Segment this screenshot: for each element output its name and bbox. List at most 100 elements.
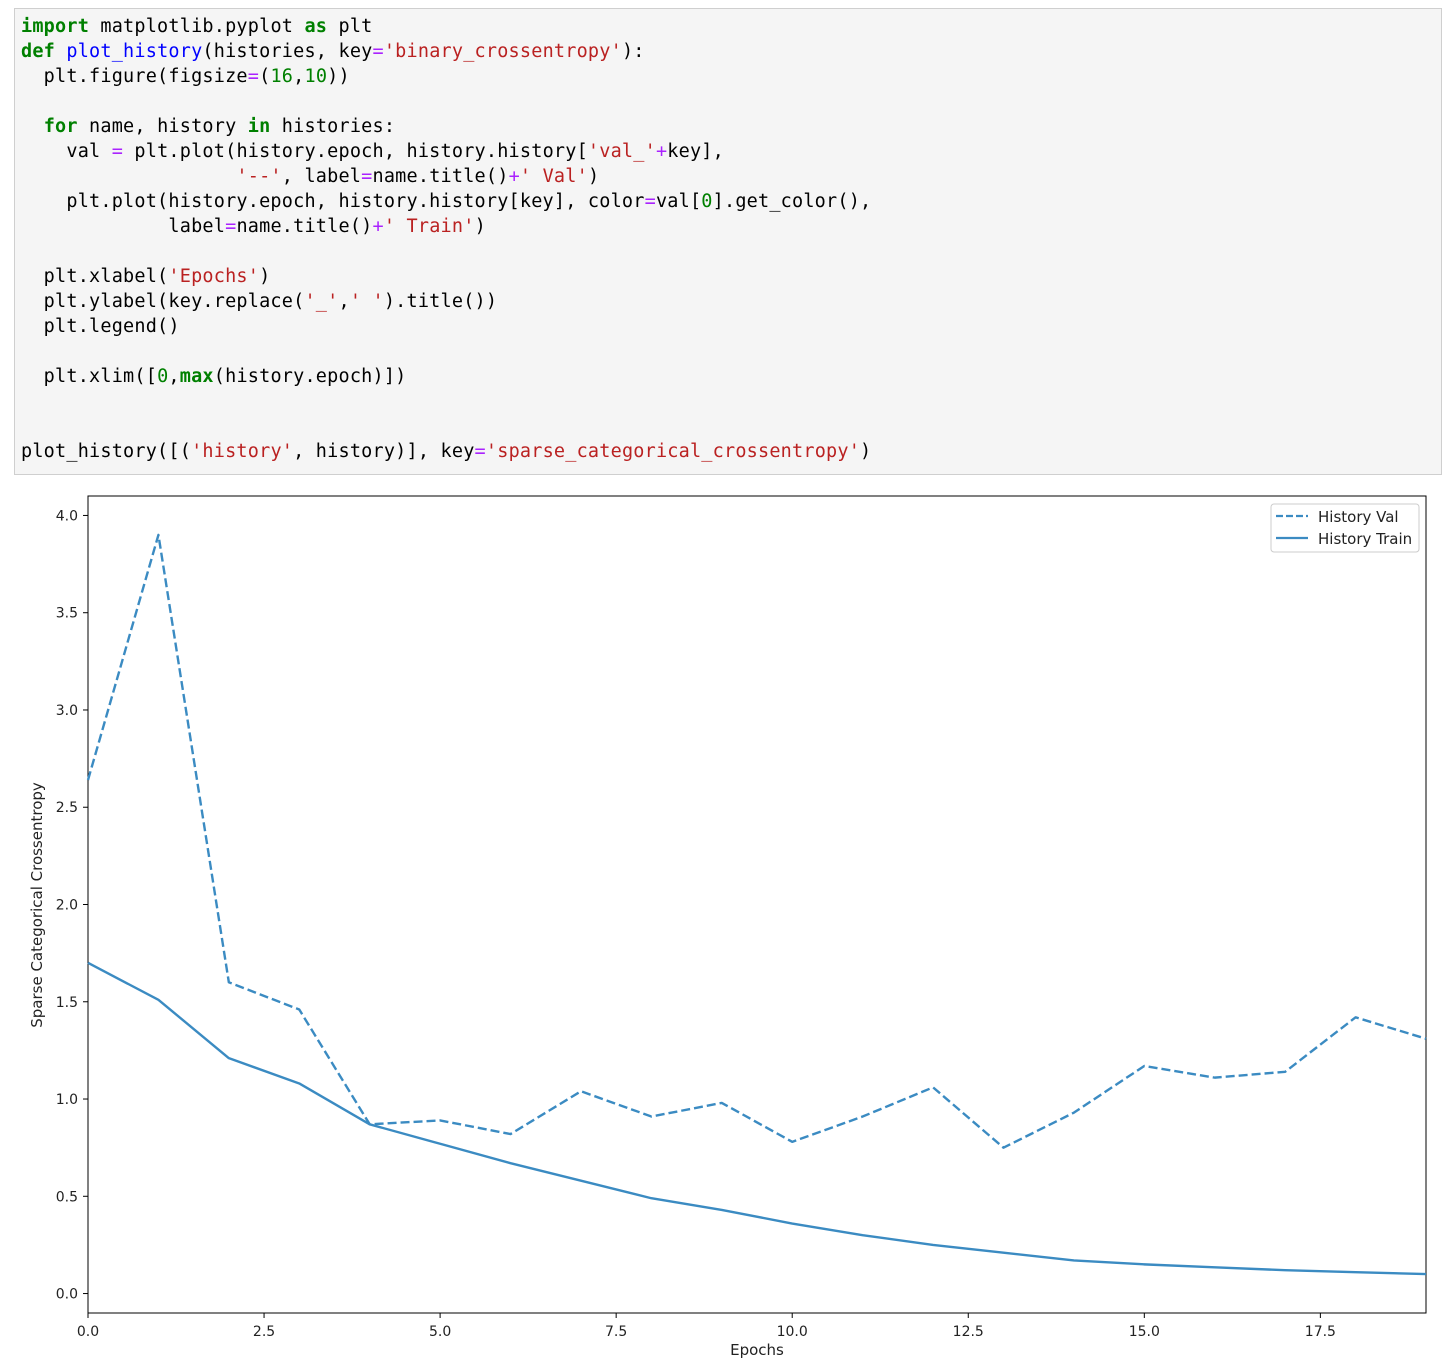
code-token: + (508, 166, 520, 187)
code-token: ' Train' (383, 216, 475, 237)
code-token: ' Val' (519, 166, 588, 187)
code-token: = (372, 41, 384, 62)
code-token: plt (327, 16, 373, 37)
code-token: as (304, 16, 328, 37)
code-token: max (179, 366, 214, 387)
x-tick-label: 10.0 (777, 1324, 808, 1340)
code-token: , label (281, 166, 362, 187)
code-line: label=name.title()+' Train') (21, 214, 486, 239)
code-token: = (644, 191, 656, 212)
y-tick-label: 2.0 (56, 898, 78, 914)
x-tick-label: 0.0 (77, 1324, 99, 1340)
code-token: ).title()) (383, 291, 498, 312)
code-token: histories: (270, 116, 396, 137)
x-tick-label: 5.0 (429, 1324, 451, 1340)
x-tick-label: 2.5 (253, 1324, 275, 1340)
code-token: ( (259, 66, 271, 87)
y-tick-label: 3.0 (56, 703, 78, 719)
code-token: + (372, 216, 384, 237)
code-token: , (293, 66, 305, 87)
code-token: '_' (304, 291, 339, 312)
x-axis: 0.0 2.5 5.0 7.5 10.0 12.5 15.0 17.5 (77, 1313, 1336, 1340)
code-token: 16 (270, 66, 294, 87)
code-token (55, 41, 66, 62)
code-token: 'history' (191, 441, 294, 462)
code-token: plot_history (66, 41, 203, 62)
code-token: in (247, 116, 271, 137)
code-token: = (361, 166, 373, 187)
series-lines (86, 533, 1427, 1276)
y-tick-label: 3.5 (56, 606, 78, 622)
code-token: plt.figure(figsize (21, 66, 248, 87)
code-token: 'sparse_categorical_crossentropy' (485, 441, 861, 462)
code-token: import (21, 16, 90, 37)
y-tick-label: 0.0 (56, 1287, 78, 1303)
code-token (21, 116, 44, 137)
code-token: name.title() (236, 216, 373, 237)
code-token: matplotlib.pyplot (89, 16, 305, 37)
chart-output: 0.0 0.5 1.0 1.5 2.0 2.5 3.0 3.5 4.0 0.0 2.5 5.0 7.5… (0, 480, 1443, 1365)
code-line: plt.xlim([0,max(history.epoch)]) (21, 364, 407, 389)
code-token: = (474, 441, 486, 462)
code-token: = (247, 66, 260, 87)
code-token: 0 (157, 366, 169, 387)
x-tick-label: 7.5 (605, 1324, 627, 1340)
code-token: for (43, 116, 78, 137)
code-token: plot_history([( (21, 441, 192, 462)
series-line-val (86, 533, 1427, 1149)
code-token: plt.plot(history.epoch, history.history[… (21, 191, 645, 212)
code-token: ].get_color(), (712, 191, 872, 212)
legend: History Val History Train (1270, 503, 1420, 553)
code-token: = (225, 216, 237, 237)
x-tick-label: 17.5 (1305, 1324, 1336, 1340)
code-token: 'Epochs' (168, 266, 260, 287)
y-axis-label: Sparse Categorical Crossentropy (28, 782, 46, 1028)
code-token: ' ' (349, 291, 384, 312)
code-line: '--', label=name.title()+' Val') (21, 164, 599, 189)
code-token: key], (667, 141, 724, 162)
code-line: plt.legend() (21, 314, 180, 339)
code-token: plt.ylabel(key.replace( (21, 291, 305, 312)
y-tick-label: 1.5 (56, 995, 78, 1011)
code-token: label (21, 216, 226, 237)
code-line: plt.plot(history.epoch, history.history[… (21, 189, 871, 214)
code-token: , (338, 291, 350, 312)
code-token: plt.xlim([ (21, 366, 158, 387)
code-token: plt.plot(history.epoch, history.history[ (123, 141, 588, 162)
code-line: for name, history in histories: (21, 114, 395, 139)
code-token: 'binary_crossentropy' (383, 41, 622, 62)
y-axis: 0.0 0.5 1.0 1.5 2.0 2.5 3.0 3.5 4.0 (56, 508, 88, 1303)
y-tick-label: 4.0 (56, 508, 78, 524)
code-token: ) (860, 441, 872, 462)
x-tick-label: 15.0 (1129, 1324, 1160, 1340)
code-token: val (21, 141, 112, 162)
code-line: plt.xlabel('Epochs') (21, 264, 271, 289)
code-token: ): (621, 41, 645, 62)
code-token: ) (587, 166, 600, 187)
series-line-train (87, 961, 1427, 1276)
y-tick-label: 0.5 (56, 1189, 78, 1205)
code-token: ) (259, 266, 271, 287)
code-token: '--' (236, 166, 282, 187)
code-token: , (168, 366, 180, 387)
code-token: , history)], key (293, 441, 475, 462)
line-chart: 0.0 0.5 1.0 1.5 2.0 2.5 3.0 3.5 4.0 0.0 2.5 5.0 7.5… (28, 495, 1427, 1359)
code-line: plt.ylabel(key.replace('_',' ').title()) (21, 289, 497, 314)
y-tick-label: 2.5 (56, 800, 78, 816)
code-token (21, 166, 236, 187)
code-token: 10 (304, 66, 328, 87)
legend-val-label: History Val (1318, 508, 1399, 526)
code-token: name.title() (372, 166, 509, 187)
code-token: (histories, key (202, 41, 373, 62)
code-token: plt.xlabel( (21, 266, 169, 287)
code-line: plot_history([('history', history)], key… (21, 439, 871, 464)
code-cell[interactable]: import matplotlib.pyplot as plt def plot_… (14, 8, 1442, 475)
code-token: ) (474, 216, 486, 237)
code-token: = (111, 141, 124, 162)
code-token: (history.epoch)]) (213, 366, 407, 387)
y-tick-label: 1.0 (56, 1092, 78, 1108)
code-line: def plot_history(histories, key='binary_… (21, 39, 645, 64)
code-token: 'val_' (587, 141, 656, 162)
code-token: 0 (701, 191, 713, 212)
x-tick-label: 12.5 (953, 1324, 984, 1340)
